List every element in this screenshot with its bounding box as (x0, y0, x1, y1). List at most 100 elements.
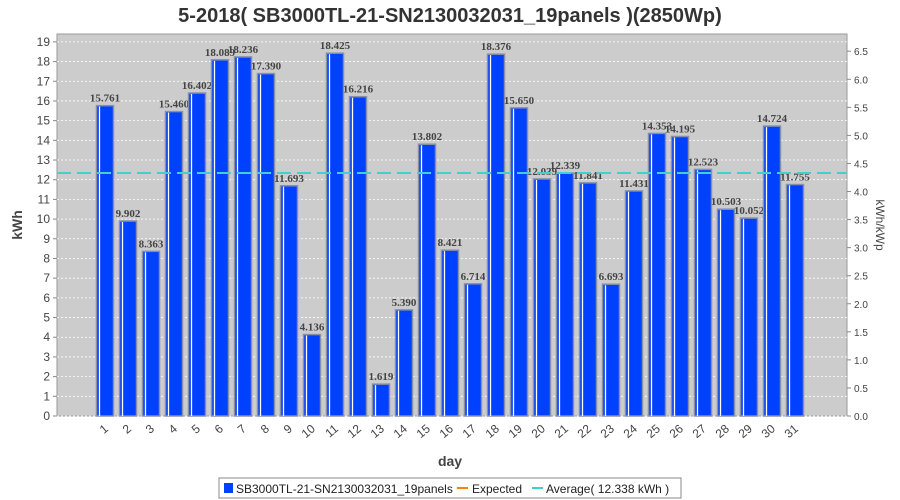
x-tick-label: 5 (189, 421, 203, 436)
y-right-tick-label: 5.0 (854, 131, 868, 142)
y-tick-label: 12 (37, 173, 51, 187)
y-tick-label: 1 (43, 389, 50, 403)
y-tick-label: 13 (37, 153, 51, 167)
bar (532, 178, 552, 417)
x-tick-label: 27 (690, 421, 709, 441)
data-label: 10.052 (734, 205, 765, 217)
bar (95, 104, 115, 417)
x-tick-label: 24 (621, 421, 640, 441)
data-label: 10.503 (711, 196, 742, 208)
y-right-tick-label: 2.5 (854, 272, 868, 283)
data-label: 12.523 (688, 156, 719, 168)
y-tick-label: 0 (43, 409, 50, 423)
y-tick-label: 15 (37, 114, 51, 128)
x-tick-label: 19 (506, 421, 525, 441)
bar (118, 220, 138, 417)
bar (164, 110, 184, 417)
y-right-tick-label: 3.5 (854, 216, 868, 227)
data-label: 8.363 (139, 238, 164, 250)
y-tick-label: 5 (43, 311, 50, 325)
x-tick-label: 12 (345, 421, 364, 441)
bar (141, 250, 161, 417)
bar (210, 59, 230, 417)
data-label: 6.693 (599, 271, 624, 283)
data-label: 12.039 (527, 166, 558, 178)
data-label: 11.693 (274, 173, 304, 185)
data-label: 15.761 (90, 93, 120, 105)
y-right-tick-label: 0.5 (854, 384, 868, 395)
legend-average: Average( 12.338 kWh ) (546, 482, 669, 496)
bar (624, 190, 644, 417)
bar (325, 52, 345, 417)
y-right-tick-label: 4.5 (854, 159, 868, 170)
bar (348, 95, 368, 417)
x-tick-label: 22 (575, 421, 594, 441)
bar (463, 283, 483, 417)
x-tick-label: 6 (212, 421, 226, 436)
data-label: 5.390 (392, 297, 417, 309)
bar (578, 182, 598, 417)
x-tick-label: 14 (391, 421, 410, 441)
x-tick-label: 21 (552, 421, 571, 441)
data-label: 14.195 (665, 123, 696, 135)
y-tick-label: 7 (43, 271, 50, 285)
x-tick-label: 30 (759, 421, 778, 441)
y-right-tick-label: 1.0 (854, 356, 868, 367)
data-label: 14.353 (642, 120, 673, 132)
bar (509, 107, 529, 417)
data-label: 17.390 (251, 61, 282, 73)
data-label: 18.236 (228, 44, 259, 56)
x-tick-label: 29 (736, 421, 755, 441)
x-tick-label: 18 (483, 421, 502, 441)
data-label: 8.421 (438, 237, 463, 249)
y-tick-label: 8 (43, 251, 50, 265)
x-tick-label: 28 (713, 421, 732, 441)
x-tick-label: 8 (258, 421, 272, 436)
x-tick-label: 10 (299, 421, 318, 441)
data-label: 9.902 (116, 208, 141, 220)
y-right-tick-label: 1.5 (854, 328, 868, 339)
bar (256, 72, 276, 417)
legend-production: SB3000TL-21-SN2130032031_19panels (236, 482, 453, 496)
legend-expected: Expected (472, 482, 522, 496)
data-label: 16.216 (343, 84, 374, 96)
x-tick-label: 7 (235, 421, 249, 436)
y-tick-label: 11 (38, 192, 51, 206)
bar (233, 56, 253, 417)
x-tick-label: 13 (368, 421, 387, 441)
y-right-tick-label: 6.0 (854, 75, 868, 86)
y-tick-label: 9 (43, 232, 50, 246)
bar (440, 249, 460, 417)
bar (693, 168, 713, 417)
data-label: 11.755 (780, 172, 810, 184)
x-tick-label: 31 (782, 421, 801, 441)
bar (371, 383, 391, 417)
bar (716, 208, 736, 417)
data-label: 13.802 (412, 131, 443, 143)
data-label: 18.089 (205, 47, 236, 59)
y-tick-label: 18 (37, 55, 51, 69)
x-tick-label: 2 (120, 421, 134, 436)
y-tick-label: 10 (37, 212, 51, 226)
y-right-tick-label: 3.0 (854, 244, 868, 255)
x-axis-label: day (438, 453, 462, 469)
bar (279, 185, 299, 417)
y-tick-label: 6 (43, 291, 50, 305)
y-axis-right-label: kWh/kWp (873, 199, 887, 251)
bar (739, 217, 759, 417)
y-tick-label: 4 (43, 330, 50, 344)
x-tick-label: 16 (437, 421, 456, 441)
bar (670, 135, 690, 417)
bar (486, 53, 506, 417)
data-label: 6.714 (461, 271, 486, 283)
legend: SB3000TL-21-SN2130032031_19panels Expect… (218, 477, 682, 499)
x-tick-label: 15 (414, 421, 433, 441)
y-axis-label: kWh (9, 210, 25, 240)
x-tick-label: 9 (281, 421, 295, 436)
data-label: 11.431 (619, 178, 649, 190)
data-label: 11.841 (573, 170, 603, 182)
y-tick-label: 17 (37, 74, 51, 88)
data-label: 18.376 (481, 41, 512, 53)
y-tick-label: 16 (37, 94, 51, 108)
